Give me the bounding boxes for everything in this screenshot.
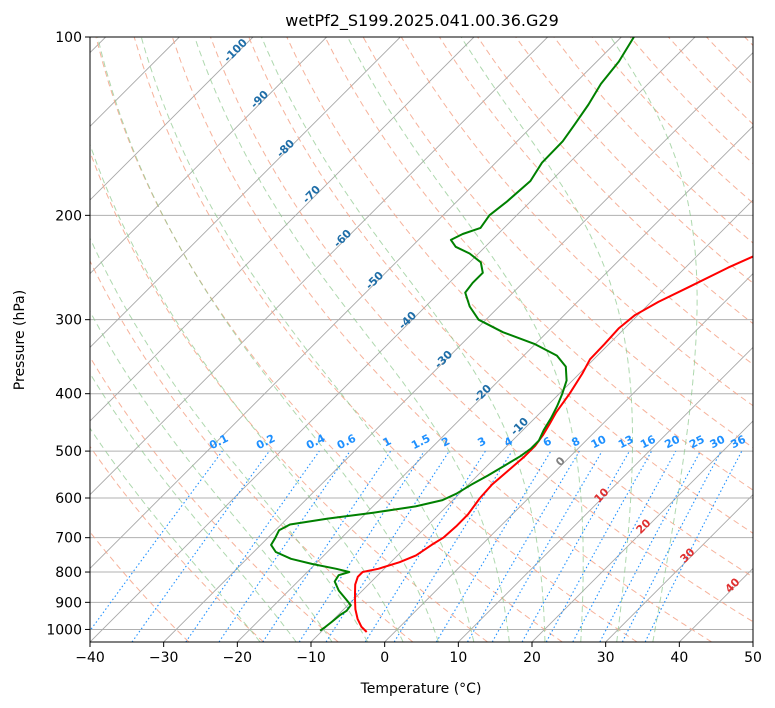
isotherm--70 bbox=[90, 37, 475, 422]
isotherm--50 bbox=[90, 37, 622, 569]
y-tick-label: 800 bbox=[55, 565, 82, 581]
temperature-profile bbox=[354, 255, 753, 633]
y-tick-label: 300 bbox=[55, 313, 82, 329]
x-tick-label: 50 bbox=[744, 650, 762, 666]
isotherm-10 bbox=[458, 346, 753, 642]
mixing-ratio-line bbox=[298, 450, 425, 642]
mixing-ratio-label: 10 bbox=[589, 433, 609, 452]
profile-layer bbox=[270, 37, 753, 633]
isotherm--20 bbox=[237, 125, 753, 642]
isotherm--40 bbox=[90, 37, 696, 642]
mixing-ratio-label: 30 bbox=[708, 433, 728, 452]
x-tick-label: 10 bbox=[449, 650, 467, 666]
dry-adiabat bbox=[210, 37, 753, 623]
axis-layer: −40 −30 −20 −10 0 10 20 30 40 50 1000 900 800 700 600 5… bbox=[46, 30, 762, 666]
moist-adiabat bbox=[140, 37, 475, 642]
dry-adiabat bbox=[90, 259, 414, 642]
grid-layer bbox=[90, 37, 753, 642]
mixing-ratio-line bbox=[185, 450, 320, 642]
isotherm--80 bbox=[90, 37, 401, 348]
moist-adiabat bbox=[90, 372, 297, 642]
moist-adiabat bbox=[90, 427, 261, 642]
x-tick-label: −10 bbox=[296, 650, 326, 666]
plot-frame bbox=[89, 36, 754, 643]
moist-adiabat bbox=[261, 37, 546, 642]
x-axis-label: Temperature (°C) bbox=[360, 681, 482, 697]
y-tick-label: 500 bbox=[55, 444, 82, 460]
mixing-ratio-line bbox=[262, 450, 392, 642]
dry-adiabat bbox=[286, 37, 753, 534]
mixing-ratio-label: 20 bbox=[662, 433, 682, 452]
isotherm-0 bbox=[384, 273, 753, 642]
mixing-ratio-label: 16 bbox=[638, 433, 658, 452]
moist-adiabat bbox=[90, 310, 333, 642]
dry-adiabat bbox=[90, 356, 339, 642]
x-tick-label: −30 bbox=[149, 650, 179, 666]
isotherm-20 bbox=[531, 420, 753, 642]
mixing-ratio-label: 36 bbox=[728, 433, 748, 452]
moist-adiabat bbox=[90, 236, 369, 642]
moist-adiabat bbox=[90, 143, 404, 642]
y-tick-label: 400 bbox=[55, 387, 82, 403]
mixing-ratio-line bbox=[393, 450, 513, 642]
isotherm--90 bbox=[90, 37, 327, 275]
dry-adiabat bbox=[133, 37, 638, 642]
moist-adiabat bbox=[610, 37, 698, 642]
isotherm-30 bbox=[605, 494, 753, 642]
y-tick-label: 100 bbox=[55, 30, 82, 46]
x-tick-label: 20 bbox=[523, 650, 541, 666]
moist-adiabat bbox=[347, 37, 584, 642]
chart-title: wetPf2_S199.2025.041.00.36.G29 bbox=[285, 11, 559, 31]
mixing-ratio-line bbox=[521, 450, 630, 642]
mixing-ratio-line bbox=[572, 450, 677, 642]
mixing-ratio-line bbox=[218, 450, 351, 642]
dry-adiabat bbox=[248, 37, 753, 578]
mixing-ratio-line bbox=[131, 450, 270, 642]
mixing-ratio-line bbox=[644, 450, 743, 642]
dry-adiabat bbox=[171, 37, 712, 642]
dewpoint-profile bbox=[270, 37, 635, 632]
x-tick-label: −40 bbox=[75, 650, 105, 666]
isotherm--100 bbox=[90, 37, 254, 201]
dry-adiabat bbox=[515, 37, 753, 284]
moist-adiabat bbox=[460, 37, 633, 642]
y-axis-label: Pressure (hPa) bbox=[12, 290, 28, 390]
x-tick-label: 40 bbox=[670, 650, 688, 666]
y-tick-label: 700 bbox=[55, 531, 82, 547]
y-tick-label: 600 bbox=[55, 491, 82, 507]
mixing-ratio-line bbox=[90, 450, 223, 632]
dry-adiabat bbox=[90, 445, 264, 642]
y-tick-label: 1000 bbox=[46, 622, 82, 638]
x-tick-label: 30 bbox=[597, 650, 615, 666]
mixing-ratio-line bbox=[325, 450, 450, 642]
y-tick-label: 200 bbox=[55, 208, 82, 224]
mixing-ratio-line bbox=[545, 450, 653, 642]
moist-adiabat bbox=[97, 37, 439, 642]
x-tick-label: −20 bbox=[223, 650, 253, 666]
mixing-ratio-label: 25 bbox=[687, 433, 707, 452]
dry-adiabat bbox=[324, 37, 753, 491]
y-tick-label: 900 bbox=[55, 595, 82, 611]
isotherm--60 bbox=[90, 37, 548, 496]
x-tick-label: 0 bbox=[380, 650, 389, 666]
mixing-ratio-label: 13 bbox=[616, 433, 636, 452]
